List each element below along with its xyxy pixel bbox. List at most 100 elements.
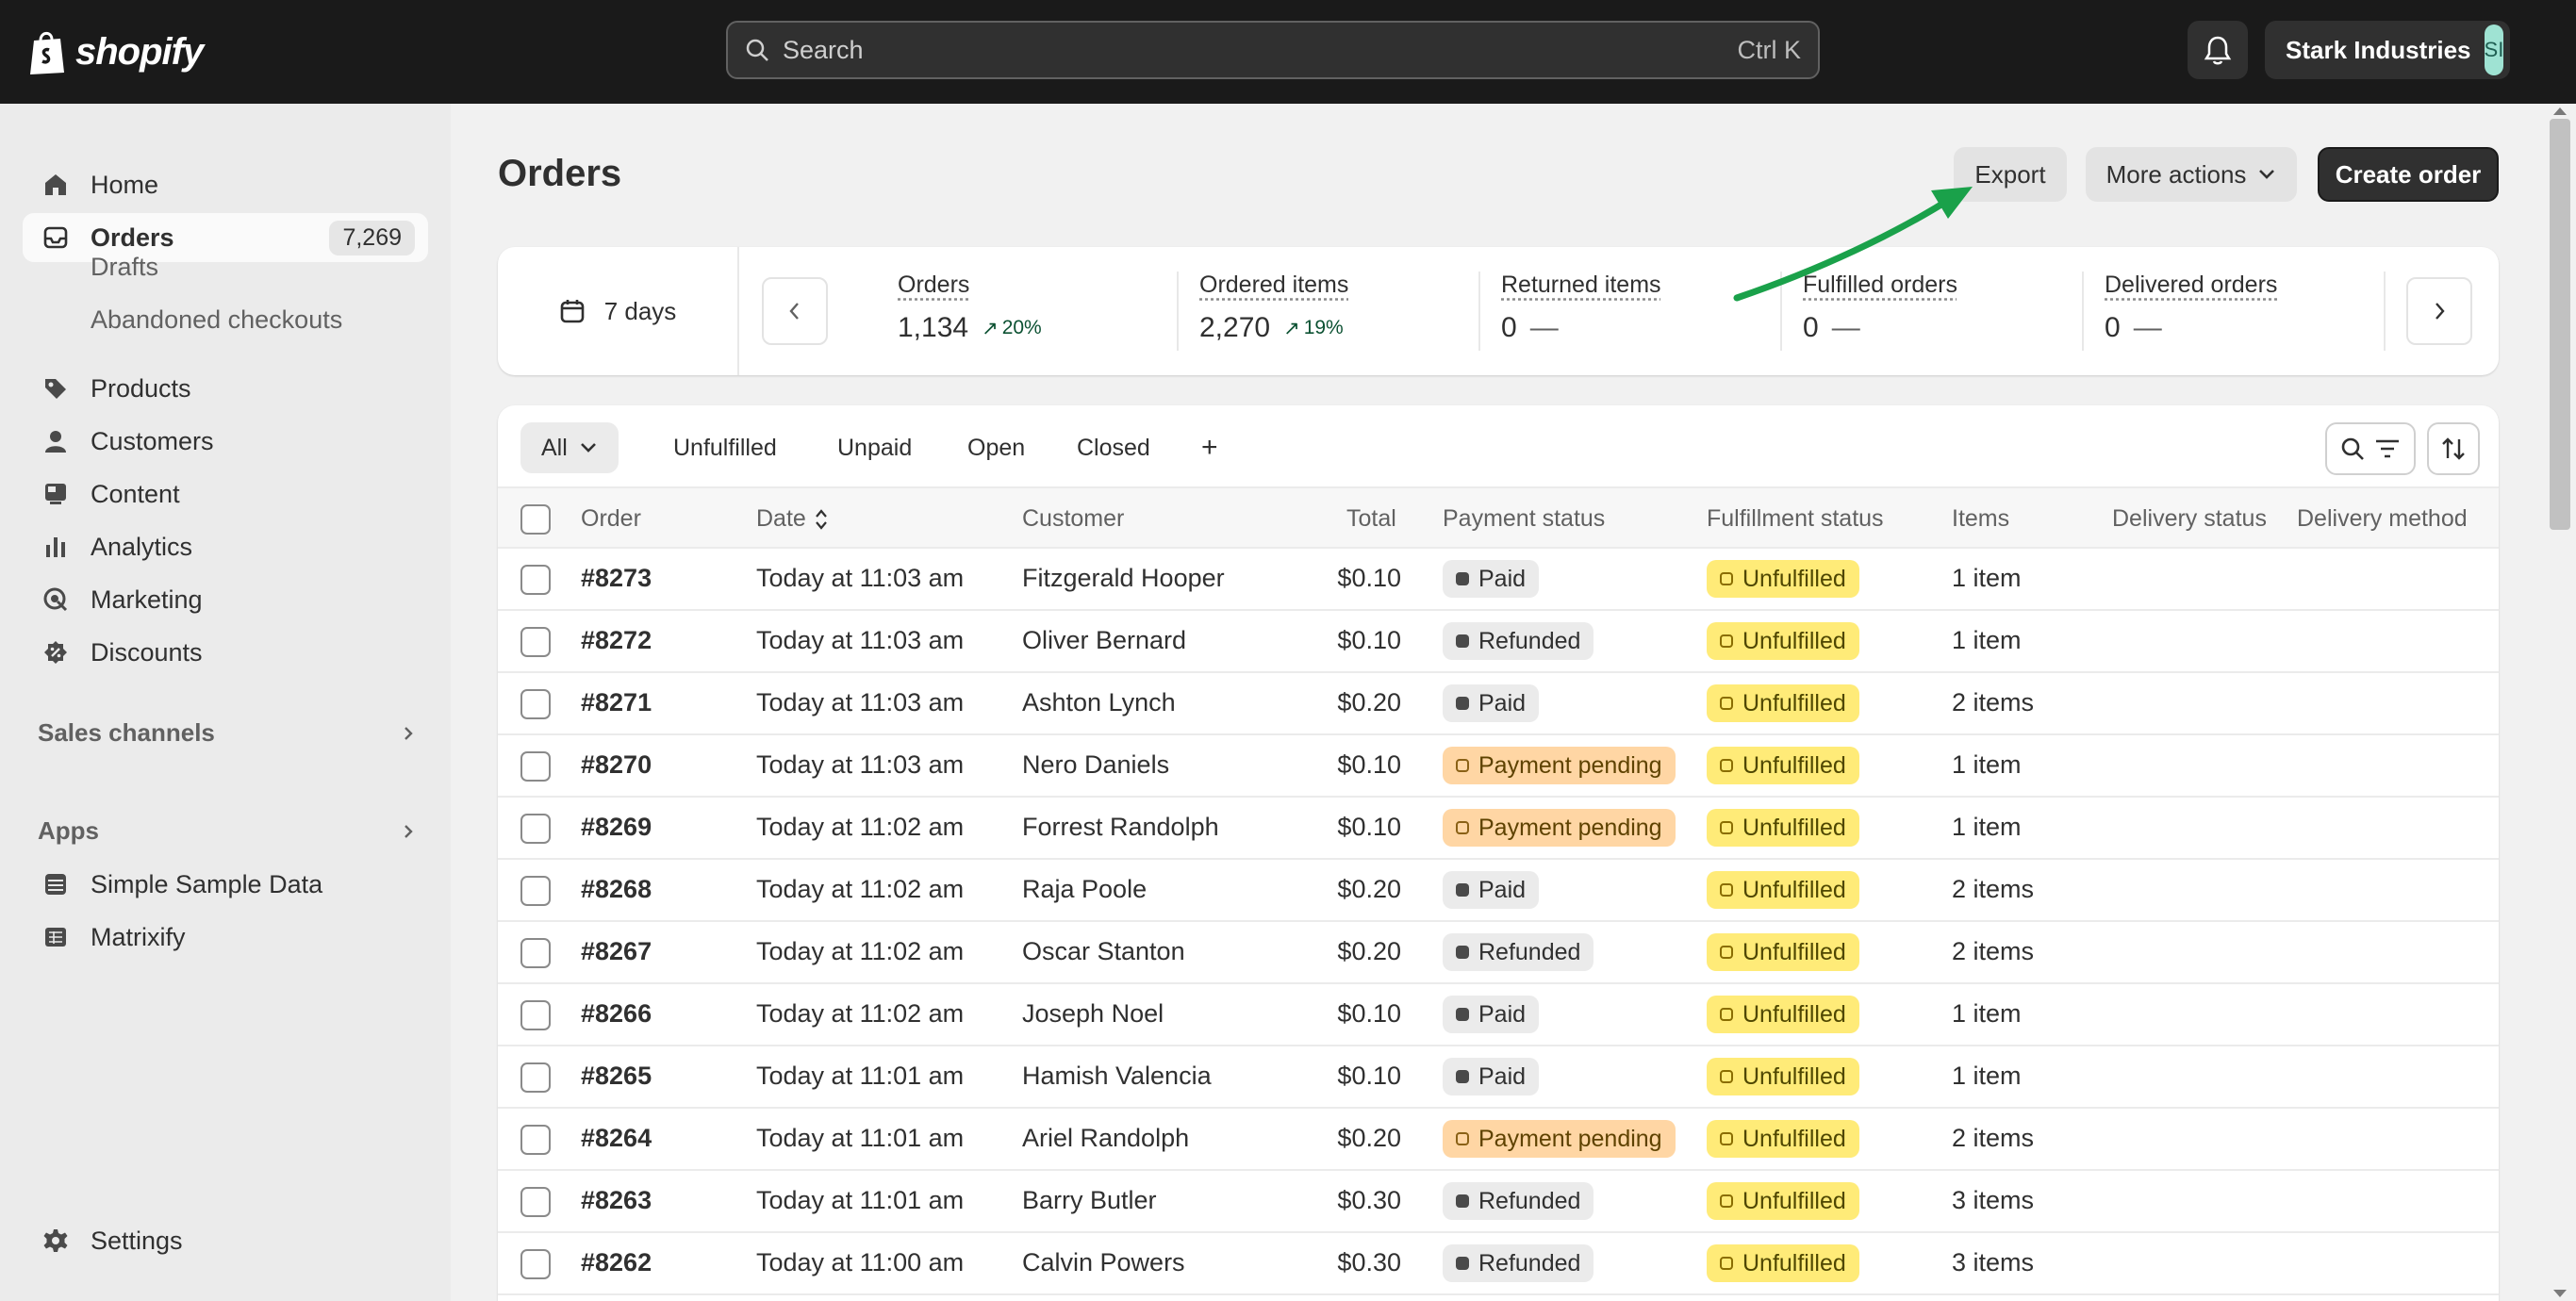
sidebar-item-simple-sample-data[interactable]: Simple Sample Data xyxy=(23,860,428,909)
table-row[interactable]: #8263 Today at 11:01 am Barry Butler $0.30 R… xyxy=(498,1171,2499,1233)
add-view-button[interactable]: + xyxy=(1201,432,1218,463)
sidebar-item-discounts[interactable]: Discounts xyxy=(23,628,428,677)
search-filter-button[interactable] xyxy=(2325,422,2416,475)
notifications-button[interactable] xyxy=(2188,21,2248,79)
chevron-right-icon xyxy=(405,824,413,838)
tab-open[interactable]: Open xyxy=(967,434,1026,461)
stat-orders[interactable]: Orders 1,134 ↗ 20% xyxy=(898,272,1179,351)
fulfillment-status-label: Unfulfilled xyxy=(1742,938,1846,965)
more-actions-button[interactable]: More actions xyxy=(2086,147,2297,202)
fulfillment-status-label: Unfulfilled xyxy=(1742,751,1846,779)
column-header-customer[interactable]: Customer xyxy=(1022,505,1125,532)
store-switcher-button[interactable]: Stark Industries SI xyxy=(2265,21,2510,79)
column-header-delivery-method[interactable]: Delivery method xyxy=(2297,505,2468,532)
stat-title: Returned items xyxy=(1501,272,1661,298)
sidebar-subitem-abandoned-checkouts[interactable]: Abandoned checkouts xyxy=(91,305,343,334)
column-header-items[interactable]: Items xyxy=(1952,505,2010,532)
sidebar-item-label: Home xyxy=(91,170,159,199)
sidebar-item-analytics[interactable]: Analytics xyxy=(23,522,428,571)
table-row[interactable]: #8270 Today at 11:03 am Nero Daniels $0.10 P… xyxy=(498,735,2499,798)
stat-title: Ordered items xyxy=(1199,272,1349,298)
row-checkbox[interactable] xyxy=(520,876,551,906)
stats-next-button[interactable] xyxy=(2406,277,2472,345)
scroll-down-arrow[interactable] xyxy=(2553,1290,2567,1297)
tab-all[interactable]: All xyxy=(520,422,619,473)
sidebar-item-label: Matrixify xyxy=(91,922,186,951)
sort-button[interactable] xyxy=(2427,422,2480,475)
customer-name: Nero Daniels xyxy=(1022,750,1170,779)
sidebar-item-label: Products xyxy=(91,373,191,403)
row-checkbox[interactable] xyxy=(520,1000,551,1030)
column-header-order[interactable]: Order xyxy=(581,505,641,532)
stat-ordered-items[interactable]: Ordered items 2,270 ↗ 19% xyxy=(1199,272,1480,351)
sidebar-item-settings[interactable]: Settings xyxy=(23,1216,428,1265)
sales-channels-section[interactable]: Sales channels xyxy=(38,718,415,748)
order-date: Today at 11:01 am xyxy=(756,1186,965,1214)
row-checkbox[interactable] xyxy=(520,1125,551,1155)
table-row[interactable]: #8262 Today at 11:00 am Calvin Powers $0.30… xyxy=(498,1233,2499,1295)
stat-value: 0 xyxy=(2105,312,2121,343)
table-row[interactable]: #8273 Today at 11:03 am Fitzgerald Hooper $… xyxy=(498,549,2499,611)
sidebar-item-home[interactable]: Home xyxy=(23,160,428,209)
stat-returned-items[interactable]: Returned items 0 — xyxy=(1501,272,1782,351)
sidebar-item-orders[interactable]: Orders 7,269 xyxy=(23,213,428,262)
table-row[interactable]: #8267 Today at 11:02 am Oscar Stanton $0.20… xyxy=(498,922,2499,984)
tab-unpaid[interactable]: Unpaid xyxy=(837,434,913,461)
stat-delivered-orders[interactable]: Delivered orders 0 — xyxy=(2105,272,2386,351)
tab-closed[interactable]: Closed xyxy=(1077,434,1150,461)
stat-fulfilled-orders[interactable]: Fulfilled orders 0 — xyxy=(1803,272,2084,351)
table-row[interactable]: #8272 Today at 11:03 am Oliver Bernard $0.1… xyxy=(498,611,2499,673)
select-all-checkbox[interactable] xyxy=(520,504,551,535)
row-checkbox[interactable] xyxy=(520,814,551,844)
order-total: $0.20 xyxy=(1337,688,1401,716)
sidebar-item-matrixify[interactable]: Matrixify xyxy=(23,913,428,962)
column-header-payment-status[interactable]: Payment status xyxy=(1443,505,1606,532)
table-row[interactable]: #8265 Today at 11:01 am Hamish Valencia $0.… xyxy=(498,1046,2499,1109)
row-checkbox[interactable] xyxy=(520,938,551,968)
sidebar-item-customers[interactable]: Customers xyxy=(23,417,428,466)
column-header-fulfillment-status[interactable]: Fulfillment status xyxy=(1707,505,1884,532)
target-icon xyxy=(41,585,70,614)
search-input[interactable]: Search Ctrl K xyxy=(726,21,1820,79)
date-range-picker[interactable]: 7 days xyxy=(498,247,739,375)
table-row[interactable]: #8271 Today at 11:03 am Ashton Lynch $0.20 P… xyxy=(498,673,2499,735)
sidebar-item-products[interactable]: Products xyxy=(23,364,428,413)
row-checkbox[interactable] xyxy=(520,1187,551,1217)
scroll-up-arrow[interactable] xyxy=(2553,107,2567,115)
create-order-button[interactable]: Create order xyxy=(2318,147,2499,202)
order-date: Today at 11:02 am xyxy=(756,999,965,1028)
table-row[interactable]: #8268 Today at 11:02 am Raja Poole $0.20 Pai… xyxy=(498,860,2499,922)
status-dot-icon xyxy=(1720,1257,1733,1270)
status-dot-icon xyxy=(1720,1194,1733,1208)
apps-section[interactable]: Apps xyxy=(38,816,415,846)
table-row[interactable]: #8266 Today at 11:02 am Joseph Noel $0.10 Pa… xyxy=(498,984,2499,1046)
status-dot-icon xyxy=(1456,1008,1469,1021)
status-dot-icon xyxy=(1456,946,1469,959)
table-row[interactable]: #8264 Today at 11:01 am Ariel Randolph $0.2… xyxy=(498,1109,2499,1171)
column-header-date[interactable]: Date xyxy=(756,505,829,533)
row-checkbox[interactable] xyxy=(520,1249,551,1279)
stats-prev-button[interactable] xyxy=(762,277,828,345)
stat-value-row: 0 — xyxy=(2105,312,2384,344)
column-header-delivery-status[interactable]: Delivery status xyxy=(2112,505,2267,532)
column-header-total[interactable]: Total xyxy=(1346,505,1396,532)
image-icon xyxy=(41,480,70,508)
sidebar-item-marketing[interactable]: Marketing xyxy=(23,575,428,624)
row-checkbox[interactable] xyxy=(520,689,551,719)
table-row[interactable]: #8269 Today at 11:02 am Forrest Randolph $0… xyxy=(498,798,2499,860)
page-scrollbar[interactable] xyxy=(2546,104,2576,1301)
row-checkbox[interactable] xyxy=(520,565,551,595)
database-icon xyxy=(41,870,70,898)
sidebar-item-content[interactable]: Content xyxy=(23,469,428,519)
tab-unfulfilled[interactable]: Unfulfilled xyxy=(673,434,777,461)
export-button[interactable]: Export xyxy=(1954,147,2067,202)
scrollbar-thumb[interactable] xyxy=(2550,119,2570,530)
items-count: 2 items xyxy=(1952,688,2035,716)
shopify-logo[interactable]: shopify xyxy=(26,25,204,79)
row-checkbox[interactable] xyxy=(520,751,551,782)
sidebar-subitem-drafts[interactable]: Drafts xyxy=(91,253,159,281)
status-dot-icon xyxy=(1456,634,1469,648)
row-checkbox[interactable] xyxy=(520,627,551,657)
stat-trend: ↗ 20% xyxy=(982,317,1042,340)
row-checkbox[interactable] xyxy=(520,1062,551,1093)
